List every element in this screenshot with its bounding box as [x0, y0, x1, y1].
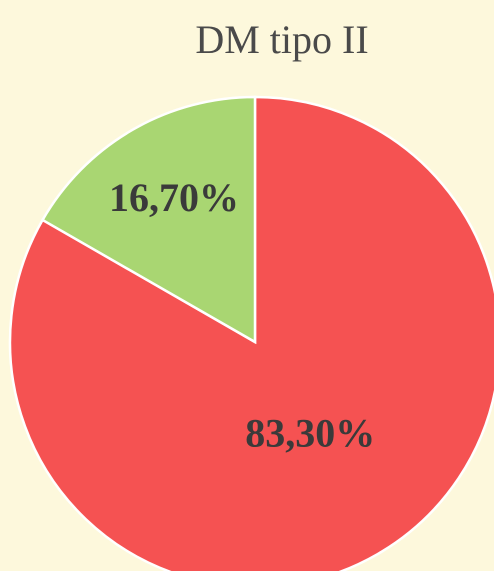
- pie-slice: [8, 95, 494, 571]
- chart-title: DM tipo II: [195, 17, 368, 62]
- pie-slice: [40, 95, 257, 345]
- slice-label: 83,30%: [245, 411, 375, 456]
- slice-label: 16,70%: [109, 175, 239, 220]
